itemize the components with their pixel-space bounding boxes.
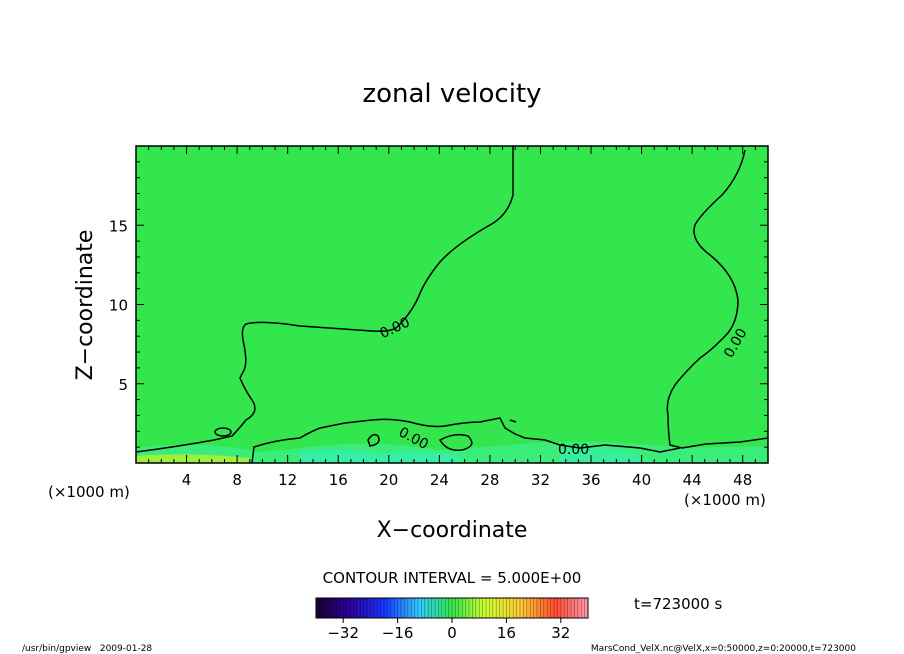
- near-surface-patches: [136, 441, 768, 463]
- contour-interval-label: CONTOUR INTERVAL = 5.000E+00: [323, 569, 582, 587]
- y-axis-label: Z−coordinate: [73, 230, 98, 381]
- x-unit-right: (×1000 m): [684, 491, 766, 509]
- x-axis-label: X−coordinate: [377, 518, 528, 543]
- time-label: t=723000 s: [634, 595, 722, 613]
- chart-title: zonal velocity: [362, 79, 541, 109]
- y-axis-ticks: 5 10 15: [109, 161, 768, 448]
- x-tick-label: 48: [733, 471, 752, 489]
- x-tick-label: 28: [480, 471, 499, 489]
- x-tick-label: 40: [632, 471, 651, 489]
- colorbar-stripes: [319, 598, 585, 618]
- contour-closed-small-1: [214, 427, 232, 437]
- contour-lines: [135, 146, 769, 464]
- contour-line-lower: [251, 417, 681, 464]
- y-tick-label: 10: [109, 297, 128, 315]
- x-tick-label: 12: [278, 471, 297, 489]
- contour-line-right: [666, 149, 769, 449]
- colorbar-tick-label: −16: [382, 624, 414, 642]
- y-tick-label: 15: [109, 217, 128, 235]
- colorbar-ticks: −32 −16 0 16 32: [327, 618, 570, 642]
- colorbar-tick-label: 0: [447, 624, 457, 642]
- x-tick-label: 36: [581, 471, 600, 489]
- footer-right: MarsCond_VelX.nc@VelX,x=0:50000,z=0:2000…: [591, 644, 856, 654]
- y-tick-label: 5: [118, 376, 128, 394]
- x-axis-ticks: 4 8 12 16 20 24 28 32 36 40 44 48: [148, 146, 756, 489]
- colorbar-tick-label: 16: [497, 624, 516, 642]
- x-tick-label: 8: [232, 471, 242, 489]
- contour-line-upper: [135, 146, 514, 453]
- colorbar-tick-label: −32: [327, 624, 359, 642]
- x-tick-label: 20: [379, 471, 398, 489]
- footer-left: /usr/bin/gpview 2009-01-28: [22, 644, 152, 654]
- x-tick-label: 44: [683, 471, 702, 489]
- colorbar-tick-label: 32: [551, 624, 570, 642]
- x-tick-label: 4: [182, 471, 192, 489]
- contour-label: 0.00: [558, 442, 589, 458]
- x-tick-label: 24: [430, 471, 449, 489]
- contour-closed-small-3: [438, 433, 473, 452]
- x-tick-label: 16: [329, 471, 348, 489]
- x-tick-label: 32: [531, 471, 550, 489]
- contour-segment-small: [509, 419, 517, 423]
- x-unit-left: (×1000 m): [48, 483, 130, 501]
- plot-background: [136, 146, 768, 463]
- contour-closed-small-2: [367, 433, 380, 447]
